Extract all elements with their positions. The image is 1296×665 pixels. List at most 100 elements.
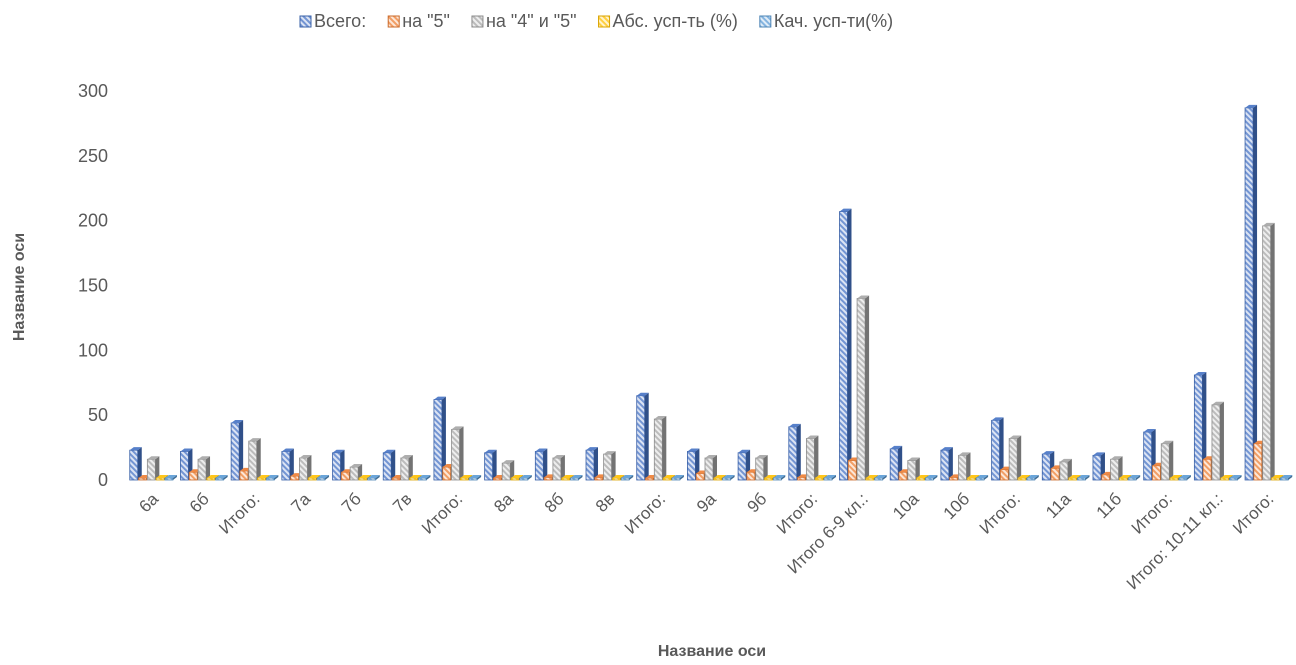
bar xyxy=(924,475,938,481)
bar xyxy=(534,448,548,481)
bar xyxy=(772,475,786,481)
y-axis: 0 50 100 150 200 250 300 xyxy=(78,81,108,490)
legend-item: на "5" xyxy=(387,11,450,31)
bar xyxy=(400,454,413,481)
x-tick-label: Итого: xyxy=(1229,489,1277,537)
bar xyxy=(636,392,649,481)
x-tick-label: Итого: xyxy=(418,489,466,537)
bar xyxy=(722,475,735,481)
x-tick-label: 6а xyxy=(135,489,162,516)
bar xyxy=(874,475,887,481)
bar xyxy=(230,419,244,481)
y-tick-label: 150 xyxy=(78,276,108,296)
bar xyxy=(1279,475,1293,481)
bar xyxy=(839,208,852,481)
bar xyxy=(958,452,971,481)
bar xyxy=(1211,401,1224,481)
bar xyxy=(805,435,819,481)
bar xyxy=(281,448,294,481)
bar xyxy=(653,416,667,481)
legend-swatch xyxy=(299,15,312,28)
y-tick-label: 200 xyxy=(78,211,108,231)
legend-label: на "5" xyxy=(402,11,450,31)
x-tick-label: Итого: xyxy=(215,489,263,537)
y-axis-title: Название оси xyxy=(11,233,28,341)
bar xyxy=(197,456,211,481)
bar xyxy=(1077,475,1090,481)
bar xyxy=(1178,475,1191,481)
y-tick-label: 250 xyxy=(78,146,108,166)
bar xyxy=(755,454,768,481)
bar xyxy=(620,475,634,481)
bar xyxy=(1026,475,1039,481)
bar xyxy=(349,464,363,481)
x-tick-label: 7в xyxy=(389,489,416,516)
bar xyxy=(940,447,953,481)
y-tick-label: 0 xyxy=(98,470,108,490)
bars xyxy=(129,104,1293,481)
bar xyxy=(991,417,1004,481)
bar xyxy=(316,475,330,481)
bar xyxy=(299,454,312,481)
bar xyxy=(603,451,616,481)
legend-swatch xyxy=(471,15,484,28)
x-tick-label: 7б xyxy=(338,489,365,516)
legend-label: Кач. усп-ти(%) xyxy=(774,11,893,31)
y-tick-label: 300 xyxy=(78,81,108,101)
x-tick-label: 11а xyxy=(1042,489,1075,522)
bar xyxy=(975,475,989,481)
bar xyxy=(570,475,583,481)
legend-item: Всего: xyxy=(299,11,366,31)
bar xyxy=(146,456,160,481)
legend-swatch xyxy=(598,15,611,28)
bar xyxy=(671,475,684,481)
bar xyxy=(856,295,870,481)
bar xyxy=(1008,435,1022,481)
bar xyxy=(1193,371,1207,481)
bar xyxy=(468,475,482,481)
x-tick-label: 10а xyxy=(889,489,923,523)
bar xyxy=(215,475,228,481)
bar xyxy=(164,475,177,481)
x-tick-label: Итого: xyxy=(1128,489,1176,537)
bar xyxy=(129,447,142,481)
bar xyxy=(501,460,515,481)
bar xyxy=(1229,475,1242,481)
bar xyxy=(418,475,431,481)
bar xyxy=(519,475,532,481)
bar xyxy=(1059,458,1072,481)
bar xyxy=(585,447,599,481)
bar xyxy=(788,423,801,481)
legend-item: на "4" и "5" xyxy=(471,11,577,31)
x-tick-label: Итого: xyxy=(621,489,669,537)
bar xyxy=(265,475,279,481)
bar xyxy=(552,454,565,481)
x-tick-label: 11б xyxy=(1093,489,1126,522)
x-tick-label: 9б xyxy=(744,489,771,516)
bar xyxy=(1160,440,1174,481)
bar xyxy=(1262,222,1275,481)
legend: Всего: на "5" на "4" и "5" Абс. усп-ть (%) К… xyxy=(299,11,893,31)
bar xyxy=(1110,456,1123,481)
bar xyxy=(704,454,717,481)
legend-label: Всего: xyxy=(314,11,366,31)
bar xyxy=(823,475,836,481)
bar xyxy=(1092,452,1105,481)
y-tick-label: 50 xyxy=(88,405,108,425)
legend-label: Абс. усп-ть (%) xyxy=(613,11,738,31)
bar xyxy=(367,475,380,481)
x-tick-label: Итого: xyxy=(976,489,1024,537)
legend-swatch xyxy=(387,15,400,28)
legend-item: Кач. усп-ти(%) xyxy=(759,11,893,31)
x-tick-label: 8а xyxy=(490,489,517,516)
x-tick-label: 8в xyxy=(592,489,619,516)
bar xyxy=(433,396,446,481)
x-axis: 6а 6б Итого: 7а 7б 7в Итого: 8а 8б 8в Итого: 9а 9б Ит… xyxy=(135,489,1277,593)
x-axis-title: Название оси xyxy=(658,643,766,660)
bar xyxy=(484,449,497,481)
x-tick-label: 7а xyxy=(287,489,314,516)
x-tick-label: 10б xyxy=(940,489,974,523)
x-tick-label: 8б xyxy=(541,489,568,516)
